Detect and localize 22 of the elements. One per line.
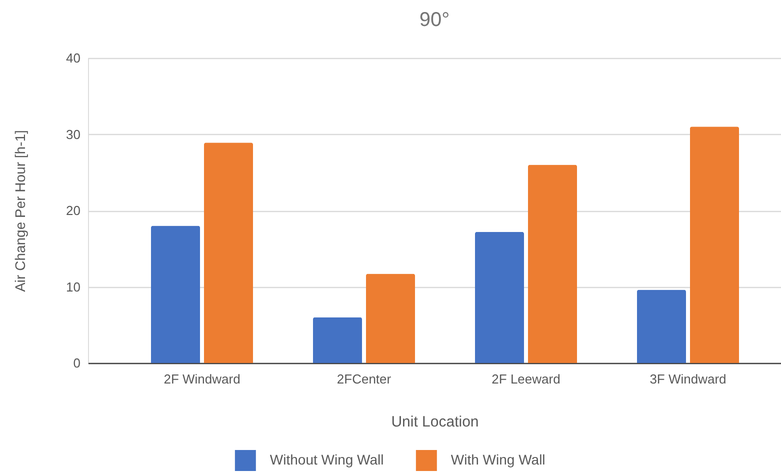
- bar: [636, 290, 686, 363]
- chart-title: 90°: [419, 9, 450, 31]
- y-tick-label: 0: [73, 356, 80, 370]
- legend-label: With Wing Wall: [450, 452, 546, 468]
- bar: [528, 164, 578, 363]
- bar: [312, 317, 362, 363]
- y-axis-title: Air Change Per Hour [h-1]: [12, 130, 28, 292]
- bar: [690, 126, 740, 363]
- x-tick-label: 2F Leeward: [492, 372, 560, 386]
- legend-label: Without Wing Wall: [270, 452, 384, 468]
- y-tick-label: 40: [66, 50, 80, 66]
- y-tick-label: 30: [66, 126, 80, 142]
- x-tick-label: 2FCenter: [336, 372, 392, 386]
- y-tick-label: 10: [66, 279, 80, 294]
- y-tick-label: 20: [66, 203, 80, 218]
- bar: [204, 142, 254, 363]
- bar: [366, 274, 416, 363]
- bar: [150, 226, 200, 363]
- x-tick-label: 2F Windward: [164, 372, 240, 386]
- x-axis-title: Unit Location: [391, 414, 479, 430]
- bar: [474, 232, 524, 363]
- x-tick-label: 3F Windward: [650, 372, 726, 386]
